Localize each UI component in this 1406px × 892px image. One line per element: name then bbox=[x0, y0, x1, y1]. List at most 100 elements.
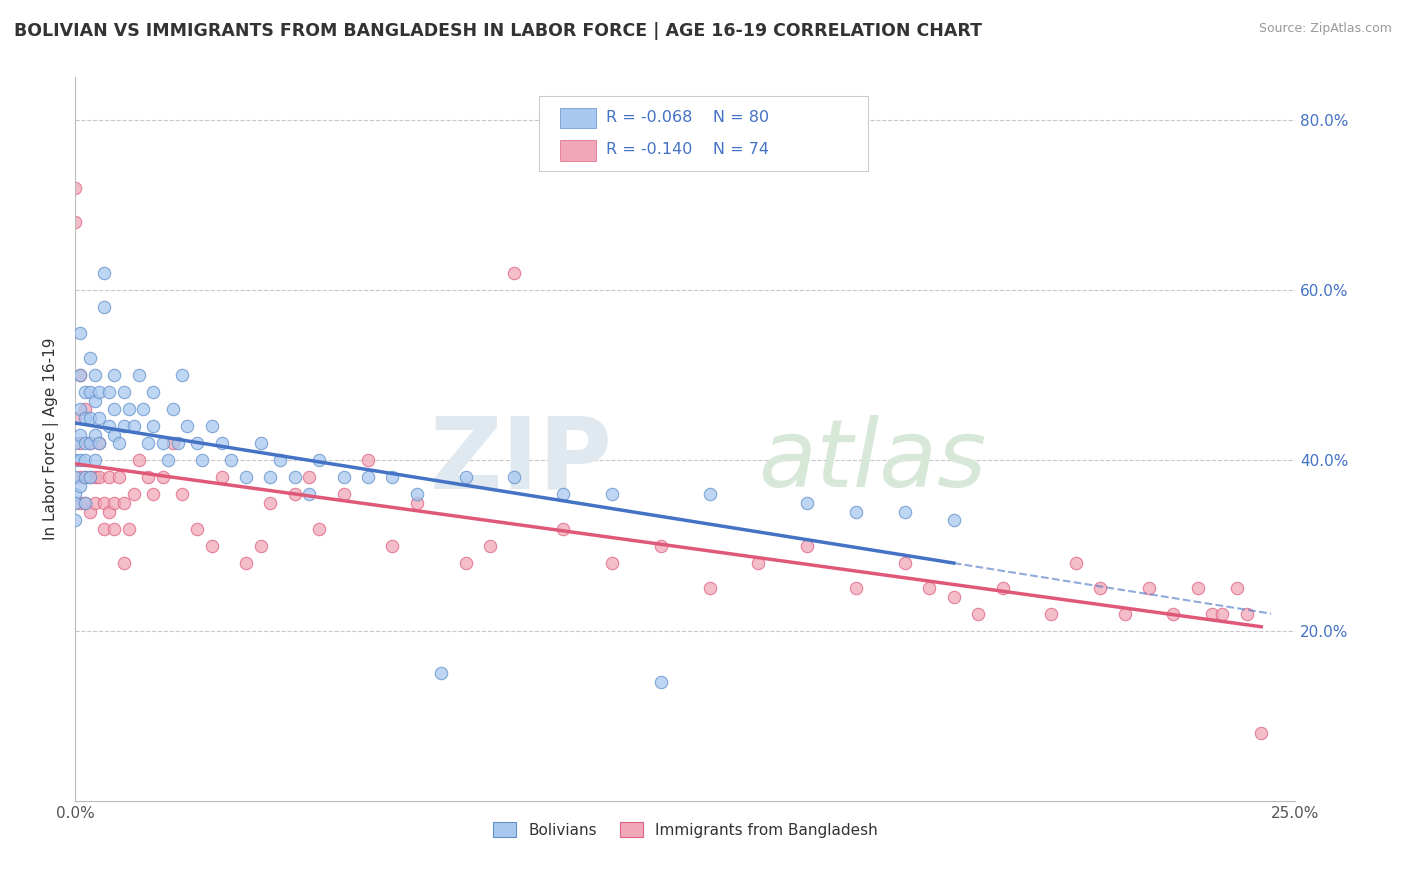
Point bbox=[69, 368, 91, 383]
Point bbox=[79, 470, 101, 484]
Point bbox=[308, 522, 330, 536]
Point bbox=[284, 470, 307, 484]
Point bbox=[73, 410, 96, 425]
Point bbox=[136, 436, 159, 450]
Point bbox=[89, 470, 111, 484]
Point bbox=[249, 436, 271, 450]
Text: BOLIVIAN VS IMMIGRANTS FROM BANGLADESH IN LABOR FORCE | AGE 16-19 CORRELATION CH: BOLIVIAN VS IMMIGRANTS FROM BANGLADESH I… bbox=[14, 22, 981, 40]
Point bbox=[152, 470, 174, 484]
Point bbox=[108, 436, 131, 450]
Point bbox=[162, 436, 184, 450]
Point bbox=[503, 470, 526, 484]
Point bbox=[454, 556, 477, 570]
Point bbox=[112, 385, 135, 400]
Point bbox=[176, 419, 198, 434]
Point bbox=[128, 368, 150, 383]
Point bbox=[1064, 556, 1087, 570]
Point bbox=[650, 674, 672, 689]
Point bbox=[73, 453, 96, 467]
Point bbox=[63, 470, 86, 484]
FancyBboxPatch shape bbox=[560, 108, 596, 128]
Point bbox=[553, 487, 575, 501]
Point bbox=[1187, 581, 1209, 595]
Point bbox=[172, 487, 194, 501]
Point bbox=[1250, 726, 1272, 740]
FancyBboxPatch shape bbox=[538, 95, 869, 171]
Text: Source: ZipAtlas.com: Source: ZipAtlas.com bbox=[1258, 22, 1392, 36]
Point bbox=[112, 419, 135, 434]
Point bbox=[332, 487, 354, 501]
Point bbox=[73, 470, 96, 484]
Point bbox=[122, 487, 145, 501]
Point bbox=[103, 496, 125, 510]
Point bbox=[69, 368, 91, 383]
Point bbox=[98, 385, 121, 400]
Point bbox=[1090, 581, 1112, 595]
Point bbox=[69, 436, 91, 450]
Point bbox=[128, 453, 150, 467]
Point bbox=[73, 402, 96, 417]
Point bbox=[699, 581, 721, 595]
Point bbox=[79, 436, 101, 450]
Point bbox=[83, 453, 105, 467]
Point bbox=[122, 419, 145, 434]
Point bbox=[108, 470, 131, 484]
Point bbox=[79, 410, 101, 425]
Point bbox=[172, 368, 194, 383]
Point bbox=[93, 496, 115, 510]
Point bbox=[118, 402, 141, 417]
Point bbox=[259, 470, 281, 484]
Text: R = -0.140    N = 74: R = -0.140 N = 74 bbox=[606, 143, 769, 157]
Point bbox=[118, 522, 141, 536]
Point bbox=[221, 453, 243, 467]
Point bbox=[308, 453, 330, 467]
Legend: Bolivians, Immigrants from Bangladesh: Bolivians, Immigrants from Bangladesh bbox=[486, 815, 884, 844]
Point bbox=[152, 436, 174, 450]
Point bbox=[93, 522, 115, 536]
Text: ZIP: ZIP bbox=[429, 412, 612, 509]
Point bbox=[249, 539, 271, 553]
Point bbox=[63, 513, 86, 527]
Point bbox=[69, 326, 91, 340]
Point bbox=[79, 351, 101, 366]
Text: R = -0.068    N = 80: R = -0.068 N = 80 bbox=[606, 110, 769, 125]
Point bbox=[89, 410, 111, 425]
Point bbox=[166, 436, 188, 450]
Point bbox=[83, 368, 105, 383]
Point bbox=[79, 436, 101, 450]
Point bbox=[98, 504, 121, 518]
Point bbox=[112, 556, 135, 570]
Point bbox=[142, 487, 165, 501]
Point bbox=[69, 479, 91, 493]
Point bbox=[83, 393, 105, 408]
Point bbox=[1163, 607, 1185, 621]
Point bbox=[69, 496, 91, 510]
Point bbox=[747, 556, 769, 570]
Point bbox=[89, 385, 111, 400]
Point bbox=[201, 539, 224, 553]
Point bbox=[156, 453, 179, 467]
Point bbox=[136, 470, 159, 484]
Point bbox=[103, 522, 125, 536]
Point bbox=[186, 522, 208, 536]
Point bbox=[259, 496, 281, 510]
Point bbox=[430, 666, 453, 681]
Point bbox=[357, 470, 380, 484]
FancyBboxPatch shape bbox=[560, 140, 596, 161]
Point bbox=[796, 539, 818, 553]
Point bbox=[69, 453, 91, 467]
Point bbox=[73, 470, 96, 484]
Point bbox=[284, 487, 307, 501]
Point bbox=[103, 402, 125, 417]
Point bbox=[162, 402, 184, 417]
Point bbox=[942, 590, 965, 604]
Point bbox=[845, 581, 868, 595]
Text: atlas: atlas bbox=[758, 416, 987, 507]
Point bbox=[79, 385, 101, 400]
Point bbox=[918, 581, 941, 595]
Point bbox=[405, 496, 427, 510]
Point bbox=[103, 428, 125, 442]
Point bbox=[405, 487, 427, 501]
Point bbox=[967, 607, 990, 621]
Point bbox=[132, 402, 155, 417]
